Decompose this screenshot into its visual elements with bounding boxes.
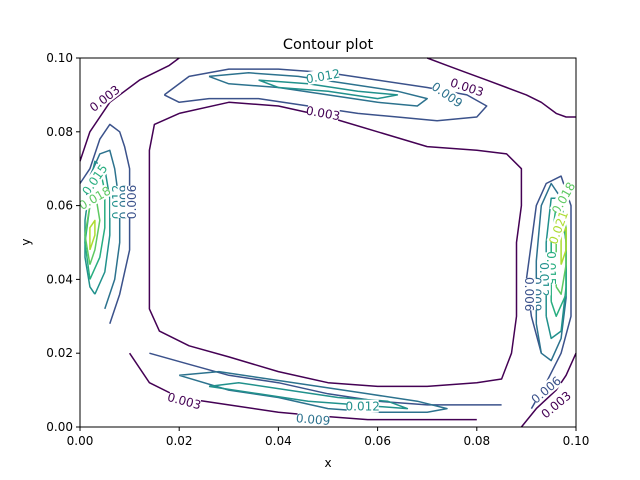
contour-line-0_009: [208, 72, 428, 107]
contour-label-background: [546, 210, 570, 245]
plot-frame: [79, 57, 577, 428]
y-tick-label: 0.10: [46, 51, 73, 65]
contour-line-0_006: [163, 68, 488, 122]
y-tick-label: 0.02: [46, 346, 73, 360]
contour-label-background: [539, 389, 573, 420]
x-tick-label: 0.06: [364, 434, 391, 448]
x-tick-label: 0.02: [166, 434, 193, 448]
x-tick-label: 0.00: [67, 434, 94, 448]
contour-label-group: 0.009: [295, 411, 330, 428]
contour-label-background: [77, 184, 112, 212]
contour-line-0_006: [79, 123, 131, 324]
contour-label-group: 0.006: [125, 185, 139, 219]
x-axis-ticks: 0.00 0.02 0.04 0.06 0.08 0.10: [67, 427, 590, 448]
contour-line-0_003: [79, 57, 180, 162]
contour-label-background: [529, 374, 563, 405]
contour-line-0_012: [258, 79, 399, 100]
contour-label: 0.012: [346, 400, 380, 414]
contour-line-0_021: [89, 219, 96, 251]
contour-line-0_021: [560, 226, 567, 265]
x-tick-label: 0.04: [265, 434, 292, 448]
y-tick-label: 0.04: [46, 272, 73, 286]
contour-label-group: 0.003: [305, 104, 341, 124]
contour-lines: [79, 57, 577, 428]
contour-label-group: 0.012: [346, 399, 380, 414]
contour-label: 0.012: [305, 67, 341, 87]
y-axis-ticks: 0.00 0.02 0.04 0.06 0.08 0.10: [46, 51, 80, 434]
x-tick-label: 0.08: [463, 434, 490, 448]
contour-label-background: [296, 411, 330, 427]
y-tick-label: 0.00: [46, 420, 73, 434]
contour-label-background: [430, 79, 465, 109]
x-tick-label: 0.10: [563, 434, 590, 448]
contour-label: 0.009: [295, 411, 330, 428]
contour-label-background: [522, 278, 536, 311]
contour-label-background: [87, 83, 122, 114]
chart-title: Contour plot: [283, 37, 374, 53]
y-axis-label: y: [19, 238, 33, 245]
contour-line-0_003: [128, 352, 477, 421]
x-axis-label: x: [324, 456, 331, 470]
contour-label-group: 0.012: [305, 67, 341, 87]
contour-line-0_003: [520, 352, 577, 428]
contour-line-0_012: [84, 160, 111, 295]
contour-label-background: [449, 75, 485, 99]
y-tick-label: 0.06: [46, 199, 73, 213]
contour-label-background: [549, 180, 577, 216]
contour-label-background: [346, 399, 379, 413]
contour-label: 0.006: [522, 277, 536, 311]
contour-label-background: [125, 185, 139, 218]
contour-label-group: 0.006: [522, 277, 536, 311]
y-tick-label: 0.08: [46, 125, 73, 139]
contour-line-0_003: [148, 101, 523, 388]
contour-label-background: [306, 66, 340, 86]
contour-line-0_006: [149, 352, 502, 406]
contour-label: 0.006: [125, 185, 139, 219]
contour-label-background: [79, 162, 109, 197]
contour-label: 0.003: [305, 104, 341, 124]
contour-label-background: [306, 103, 340, 123]
contour-line-0_012: [208, 381, 409, 410]
contour-label-background: [167, 390, 202, 412]
contour-line-0_003: [426, 57, 576, 118]
